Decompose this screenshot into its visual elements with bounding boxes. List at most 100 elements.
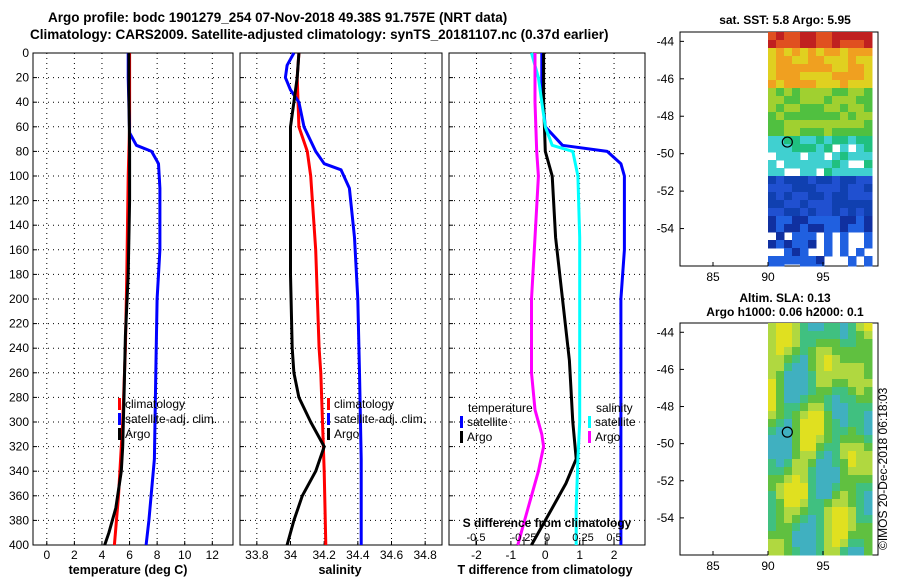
- map-cell: [768, 216, 777, 225]
- map-cell: [776, 224, 785, 233]
- map-cell: [832, 515, 841, 524]
- map-cell: [792, 427, 801, 436]
- y-tick-label: 160: [9, 243, 29, 257]
- map-cell: [824, 323, 833, 332]
- map-cell: [792, 499, 801, 508]
- map-cell: [816, 379, 825, 388]
- map-cell: [776, 531, 785, 540]
- map-cell: [856, 355, 865, 364]
- map-cell: [848, 331, 857, 340]
- map-cell: [792, 248, 801, 257]
- map-cell: [824, 176, 833, 185]
- map-cell: [768, 547, 777, 556]
- map-cell: [816, 427, 825, 436]
- map-cell: [768, 403, 777, 412]
- map-cell: [840, 403, 849, 412]
- map-cell: [864, 459, 873, 468]
- map-cell: [864, 451, 873, 460]
- salinity-axis-label: salinity: [318, 563, 362, 577]
- map-cell: [856, 451, 865, 460]
- map-cell: [864, 72, 873, 81]
- legend-swatch: [588, 431, 591, 443]
- map-cell: [840, 128, 849, 137]
- map-cell: [792, 144, 801, 153]
- map-cell: [856, 96, 865, 105]
- map-cell: [776, 451, 785, 460]
- map-cell: [776, 403, 785, 412]
- map-cell: [792, 395, 801, 404]
- map-cell: [800, 32, 809, 41]
- map-cell: [840, 192, 849, 201]
- map-cell: [816, 483, 825, 492]
- map-cell: [776, 72, 785, 81]
- map-cell: [800, 379, 809, 388]
- map-cell: [776, 216, 785, 225]
- map-cell: [840, 539, 849, 548]
- map-cell: [776, 339, 785, 348]
- map-cell: [800, 216, 809, 225]
- map-cell: [816, 435, 825, 444]
- map-cell: [792, 136, 801, 145]
- map-cell: [864, 467, 873, 476]
- map-cell: [768, 419, 777, 428]
- map-cell: [856, 323, 865, 332]
- legend-swatch: [327, 428, 330, 440]
- map-cell: [832, 168, 841, 177]
- map-cell: [840, 379, 849, 388]
- series-line-argo: [285, 52, 326, 546]
- map-cell: [848, 216, 857, 225]
- lat-tick-label: -44: [657, 325, 675, 339]
- map-cell: [784, 136, 793, 145]
- map-cell: [776, 168, 785, 177]
- map-cell: [784, 475, 793, 484]
- map-cell: [848, 104, 857, 113]
- map-cell: [848, 40, 857, 49]
- map-cell: [848, 451, 857, 460]
- map-cell: [784, 323, 793, 332]
- map-cell: [800, 112, 809, 121]
- map-cell: [768, 507, 777, 516]
- map-cell: [816, 347, 825, 356]
- map-cell: [856, 435, 865, 444]
- map-cell: [848, 395, 857, 404]
- map-cell: [856, 483, 865, 492]
- map-cell: [792, 80, 801, 89]
- map-cell: [816, 363, 825, 372]
- map-cell: [776, 459, 785, 468]
- map-cell: [840, 419, 849, 428]
- map-cell: [864, 240, 873, 249]
- map-cell: [792, 64, 801, 73]
- series-line-satellite-adj-clim-: [283, 52, 363, 545]
- x-tick-label: 34: [284, 548, 298, 562]
- panel-0: [32, 52, 234, 546]
- map-cell: [824, 200, 833, 209]
- map-cell: [784, 128, 793, 137]
- map-cell: [832, 56, 841, 65]
- map-cell: [808, 48, 817, 57]
- map-cell: [808, 379, 817, 388]
- map-cell: [776, 80, 785, 89]
- map-cell: [856, 192, 865, 201]
- map-cell: [784, 152, 793, 161]
- map-cell: [864, 339, 873, 348]
- map-cell: [824, 395, 833, 404]
- map-cell: [808, 403, 817, 412]
- map-cell: [800, 128, 809, 137]
- sst-map: [679, 31, 879, 267]
- chart-title-line-1: Argo profile: bodc 1901279_254 07-Nov-20…: [48, 10, 508, 25]
- map-cell: [832, 403, 841, 412]
- map-cell: [808, 475, 817, 484]
- map-cell: [864, 355, 873, 364]
- map-cell: [848, 379, 857, 388]
- map-cell: [784, 176, 793, 185]
- map-cell: [800, 80, 809, 89]
- map-cell: [776, 323, 785, 332]
- map-cell: [784, 32, 793, 41]
- map-cell: [848, 136, 857, 145]
- map-cell: [816, 467, 825, 476]
- map-cell: [808, 208, 817, 217]
- map-cell: [864, 363, 873, 372]
- y-tick-label: 300: [9, 415, 29, 429]
- map-cell: [776, 331, 785, 340]
- map-cell: [808, 184, 817, 193]
